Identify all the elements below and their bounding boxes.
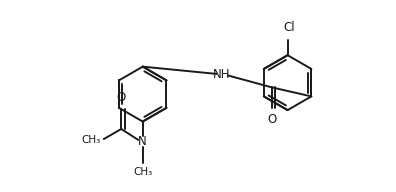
Text: CH₃: CH₃ [81, 135, 100, 145]
Text: Cl: Cl [284, 21, 295, 34]
Text: NH: NH [213, 68, 230, 81]
Text: CH₃: CH₃ [133, 167, 152, 177]
Text: N: N [138, 135, 147, 148]
Text: O: O [267, 113, 277, 126]
Text: O: O [117, 91, 126, 104]
